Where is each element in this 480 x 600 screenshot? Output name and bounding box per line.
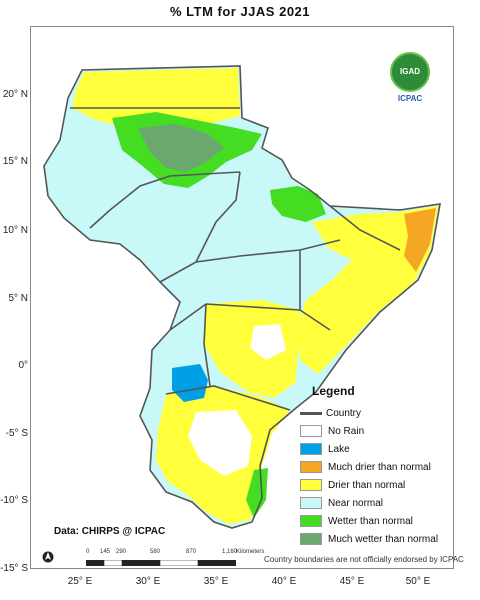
legend-label: Wetter than normal — [328, 515, 413, 527]
region-norain-kenya — [250, 324, 286, 360]
legend-label: Drier than normal — [328, 479, 406, 491]
legend-swatch — [300, 425, 322, 437]
country-borders — [43, 65, 441, 529]
scale-tick-label: 870 — [186, 549, 197, 555]
lake-victoria — [172, 364, 208, 402]
region-north-dry — [72, 68, 240, 126]
map-title: % LTM for JJAS 2021 — [169, 4, 311, 19]
legend-row: Wetter than normal — [300, 512, 450, 530]
legend-label: Much drier than normal — [328, 461, 431, 473]
legend-swatch — [300, 533, 322, 545]
legend-swatch — [300, 515, 322, 527]
scale-tick-label: 0 — [86, 549, 90, 555]
region-ethiopia-wet — [270, 186, 326, 222]
legend-label: Lake — [328, 443, 350, 455]
legend-swatch — [300, 443, 322, 455]
scale-tick-label: 580 — [150, 549, 161, 555]
legend-country-label: Country — [326, 407, 362, 419]
map-legend: Legend Country No Rain Lake Much drier t… — [300, 384, 450, 548]
lon-label-25e: 25° E — [67, 576, 93, 587]
legend-row: Near normal — [300, 494, 450, 512]
lat-label-0: 0° — [18, 360, 28, 371]
legend-row: Much wetter than normal — [300, 530, 450, 548]
north-arrow-icon — [42, 551, 54, 563]
legend-row-country: Country — [300, 404, 450, 422]
legend-title: Legend — [312, 384, 355, 398]
logo-badge-text: IGAD — [400, 67, 420, 76]
legend-label: Much wetter than normal — [328, 533, 439, 545]
legend-row: Much drier than normal — [300, 458, 450, 476]
region-tanzania-wet — [246, 468, 268, 518]
legend-swatch — [300, 479, 322, 491]
lat-label-5n: 5° N — [8, 293, 28, 304]
region-landmass — [44, 66, 440, 528]
scale-tick-label: 290 — [116, 549, 127, 555]
icpac-logo: IGAD ICPAC — [382, 52, 438, 112]
legend-label: Near normal — [328, 497, 384, 509]
legend-row: Drier than normal — [300, 476, 450, 494]
scale-unit-label: Kilometers — [236, 549, 265, 555]
lon-label-30e: 30° E — [135, 576, 161, 587]
lon-label-40e: 40° E — [271, 576, 297, 587]
legend-row: No Rain — [300, 422, 450, 440]
legend-swatch — [300, 461, 322, 473]
scale-bar — [86, 560, 236, 566]
lat-label-10s: -10° S — [0, 495, 28, 506]
region-horn-dry — [296, 206, 438, 374]
logo-caption: ICPAC — [397, 94, 423, 103]
lat-label-15n: 15° N — [2, 156, 28, 167]
region-horn-muchdry — [404, 208, 436, 272]
lon-label-50e: 50° E — [405, 576, 431, 587]
scale-tick-label: 145 — [100, 549, 111, 555]
lon-label-45e: 45° E — [339, 576, 365, 587]
legend-label: No Rain — [328, 425, 365, 437]
disclaimer: Country boundaries are not officially en… — [264, 555, 464, 564]
region-north-muchwet — [138, 124, 224, 172]
country-line-swatch — [300, 411, 322, 415]
lat-label-10n: 10° N — [2, 225, 28, 236]
data-credit: Data: CHIRPS @ ICPAC — [54, 526, 166, 537]
igad-seal-icon: IGAD — [390, 52, 430, 92]
lat-label-15s: -15° S — [0, 563, 28, 574]
lat-label-20n: 20° N — [2, 89, 28, 100]
lat-label-5s: -5° S — [5, 428, 28, 439]
scale-tick-label: 1,160 — [222, 549, 238, 555]
region-norain-tanzania — [188, 410, 252, 476]
lon-label-35e: 35° E — [203, 576, 229, 587]
scale-labels: 0 145 290 580 870 1,160 Kilometers — [86, 549, 276, 559]
legend-swatch — [300, 497, 322, 509]
legend-row: Lake — [300, 440, 450, 458]
